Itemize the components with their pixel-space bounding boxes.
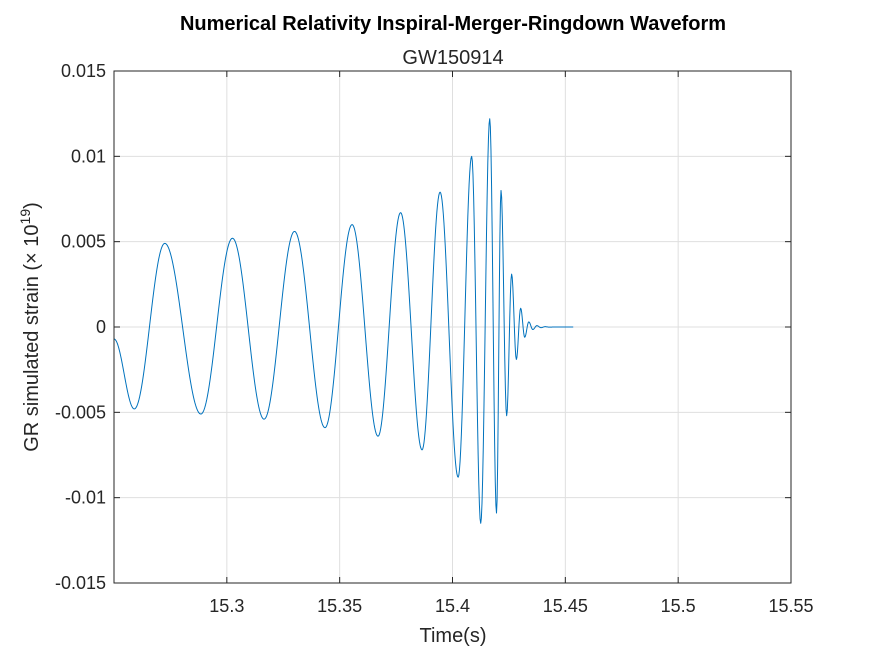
x-tick-label: 15.35	[317, 596, 362, 616]
x-axis-label: Time(s)	[419, 625, 486, 647]
x-tick-label: 15.45	[543, 596, 588, 616]
y-tick-label: 0.005	[61, 232, 106, 252]
y-tick-labels: -0.015 -0.01 -0.005 0 0.005 0.01 0.015	[55, 61, 106, 593]
tick-marks	[114, 70, 792, 584]
chart-title: Numerical Relativity Inspiral-Merger-Rin…	[180, 13, 726, 35]
y-tick-label: -0.005	[55, 402, 106, 422]
x-tick-label: 15.3	[209, 596, 244, 616]
y-tick-label: 0.015	[61, 61, 106, 81]
x-tick-label: 15.55	[768, 596, 813, 616]
x-tick-label: 15.4	[435, 596, 470, 616]
x-tick-labels: 15.3 15.35 15.4 15.45 15.5 15.55	[209, 596, 813, 616]
y-axis-label-suffix: )	[21, 202, 43, 209]
y-axis-label-exponent: 19	[17, 209, 33, 225]
y-tick-label: 0.01	[71, 146, 106, 166]
chart-subtitle: GW150914	[402, 47, 503, 69]
series-group	[113, 118, 574, 524]
waveform-line	[113, 118, 574, 524]
y-axis-label-prefix: GR simulated strain (× 10	[21, 224, 43, 451]
x-tick-label: 15.5	[661, 596, 696, 616]
y-axis-label: GR simulated strain (× 1019)	[17, 202, 43, 452]
y-tick-label: -0.01	[65, 488, 106, 508]
y-tick-label: 0	[96, 317, 106, 337]
y-tick-label: -0.015	[55, 573, 106, 593]
